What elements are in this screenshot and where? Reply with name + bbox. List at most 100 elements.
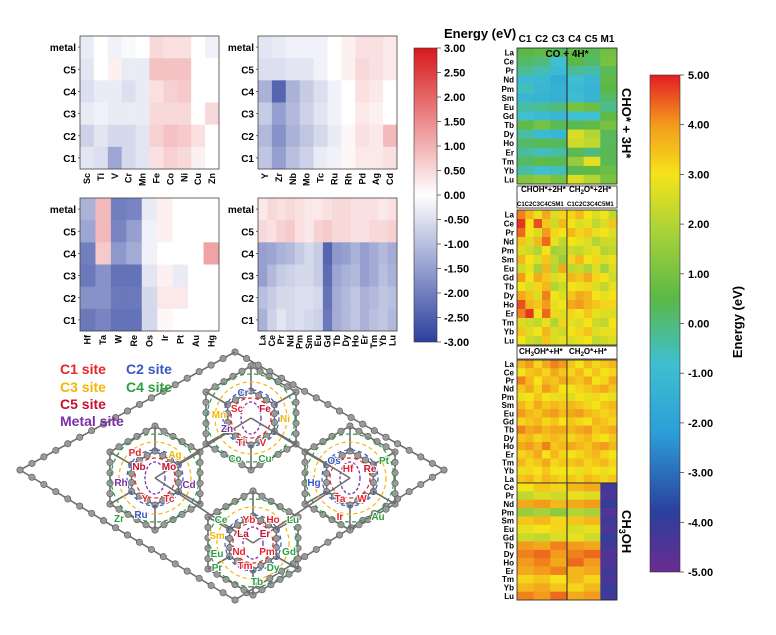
heatmap-cell <box>295 220 305 243</box>
carbon-atom <box>88 509 96 517</box>
heatmap-cell <box>550 376 559 385</box>
heatmap-cell <box>517 210 526 220</box>
heatmap-cell <box>600 442 609 451</box>
heatmap-cell <box>550 264 559 274</box>
heatmap-cell <box>600 336 609 346</box>
heatmap-cell <box>299 36 314 59</box>
heatmap-cell <box>517 273 526 283</box>
heatmap-cell <box>592 392 601 402</box>
heatmap-row-label: La <box>505 211 515 220</box>
heatmap-5d-row: metal C5 C4 C3 C2 C1 Hf Ta W Re Os Ir Pt Au Hg <box>50 197 220 347</box>
site-ring <box>214 381 288 455</box>
heatmap-cell <box>517 219 526 229</box>
heatmap-row-label: C3 <box>63 272 76 283</box>
heatmap-cell <box>542 450 551 459</box>
colorbar-tick-label: 0.50 <box>444 166 465 178</box>
heatmap-cell <box>608 219 618 229</box>
heatmap-cell <box>157 286 173 310</box>
heatmap-row-label: Lu <box>504 175 514 184</box>
heatmap-cell <box>583 102 601 112</box>
heatmap-row-label: Ce <box>504 483 515 492</box>
carbon-atom <box>255 436 263 444</box>
heatmap-cell <box>542 237 551 247</box>
carbon-atom <box>195 368 203 376</box>
heatmap-cell <box>550 549 568 559</box>
heatmap-cell <box>542 246 551 256</box>
heatmap-cell <box>205 58 220 81</box>
heatmap-cell <box>558 417 568 426</box>
element-label: Tc <box>164 494 175 505</box>
colorbar-right-title: Energy (eV) <box>730 286 745 358</box>
heatmap-cell <box>126 286 143 310</box>
heatmap-cell <box>600 409 609 418</box>
carbon-atom <box>323 478 331 486</box>
heatmap-cell <box>533 246 543 256</box>
heatmap-cell <box>583 309 593 319</box>
heatmap-row-label: C3 <box>63 110 76 121</box>
heatmap-cell <box>378 242 389 265</box>
heatmap-cell <box>188 308 204 332</box>
heatmap-cell <box>542 282 551 292</box>
heatmap-cell <box>533 474 543 484</box>
heatmap-col-label: Ti <box>96 173 106 181</box>
heatmap-col-label: Hf <box>83 334 93 344</box>
label-ch2o-2h: CH2O*+2H* <box>569 185 612 196</box>
heatmap-cell <box>592 450 601 459</box>
heatmap-cell <box>550 84 568 94</box>
heatmap-cell <box>567 541 584 551</box>
heatmap-cell <box>567 138 584 149</box>
sub-header-left: C1C2C3C4C5M1 <box>517 202 564 208</box>
heatmap-cell <box>191 124 206 148</box>
heatmap-cell <box>525 409 534 418</box>
heatmap-cell <box>583 291 593 301</box>
heatmap-col-label: Lu <box>387 335 397 346</box>
heatmap-cell <box>600 583 618 592</box>
heatmap-cell <box>542 433 551 443</box>
carbon-atom <box>243 355 251 363</box>
heatmap-cell <box>533 219 543 229</box>
heatmap-cell <box>332 286 342 310</box>
carbon-atom <box>277 567 285 575</box>
heatmap-cell <box>525 237 534 247</box>
carbon-atom <box>338 496 346 504</box>
heatmap-row-label: Pr <box>506 67 514 76</box>
carbon-atom <box>106 479 114 487</box>
heatmap-cell <box>550 246 559 256</box>
heatmap-cell <box>567 368 576 377</box>
heatmap-cell <box>141 308 158 332</box>
heatmap-cell <box>332 264 342 287</box>
bond <box>250 390 275 406</box>
carbon-atom <box>428 459 436 467</box>
heatmap-cell <box>276 264 287 287</box>
colorbar-tick-label: 2.50 <box>444 68 465 80</box>
bond <box>229 555 254 571</box>
heatmap-cell <box>378 198 389 221</box>
heatmap-cell <box>533 499 551 509</box>
heatmap-cell <box>378 308 389 332</box>
heatmap-cell <box>517 255 526 265</box>
element-label: La <box>237 529 249 540</box>
bond <box>177 490 201 505</box>
carbon-atom <box>106 458 114 466</box>
carbon-atom <box>417 480 425 488</box>
site-legend: C1 site C2 site C3 site C4 site C5 site … <box>60 361 172 429</box>
heatmap-cell <box>592 237 601 247</box>
heatmap-cell <box>575 392 584 402</box>
heatmap-cell <box>517 66 534 76</box>
carbon-atom <box>265 456 273 464</box>
heatmap-cell <box>592 228 601 238</box>
heatmap-cell <box>149 58 164 81</box>
bond <box>154 450 179 466</box>
bond <box>109 490 133 505</box>
heatmap-cell <box>575 210 584 220</box>
heatmap-cell <box>567 384 576 394</box>
heatmap-cell <box>550 102 568 112</box>
heatmap-cell <box>327 102 342 125</box>
heatmap-col-label: Dy <box>341 335 351 347</box>
carbon-atom <box>405 488 413 496</box>
heatmap-cell <box>567 309 576 319</box>
heatmap-row-label: C5 <box>241 65 254 76</box>
element-label: Ru <box>134 510 147 521</box>
legend-c3: C3 site <box>60 379 106 395</box>
heatmap-cell <box>387 308 398 332</box>
